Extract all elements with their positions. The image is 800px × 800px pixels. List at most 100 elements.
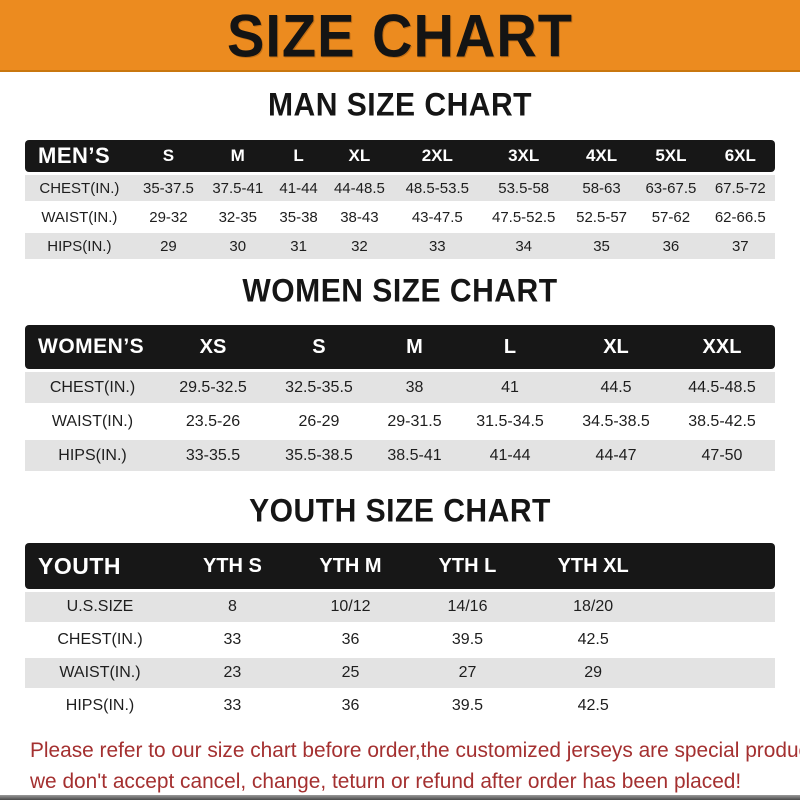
size-value: 35	[566, 233, 637, 259]
row-label: WAIST(IN.)	[25, 204, 134, 230]
size-column-header: YTH S	[175, 543, 290, 589]
size-value: 63-67.5	[636, 175, 706, 201]
size-value: 18/20	[523, 592, 663, 622]
size-value: 42.5	[523, 625, 663, 655]
size-value: 53.5-58	[480, 175, 567, 201]
size-table-grid: MEN’S S M L XL 2XL 3XL 4XL 5XL 6XL CHEST(IN.) 35-37…	[25, 137, 775, 262]
youth-size-table: YOUTH YTH S YTH M YTH L YTH XL U.S.SIZE 8 10/12…	[25, 540, 775, 724]
row-label: HIPS(IN.)	[25, 233, 134, 259]
size-value: 32.5-35.5	[265, 372, 372, 403]
table-row: CHEST(IN.) 29.5-32.5 32.5-35.5 38 41 44.5 44.5…	[25, 372, 775, 403]
table-header-row: YOUTH YTH S YTH M YTH L YTH XL	[25, 543, 775, 589]
bottom-edge-strip	[0, 795, 800, 800]
size-value: 29.5-32.5	[160, 372, 266, 403]
row-label: WAIST(IN.)	[25, 658, 175, 688]
page-title: SIZE CHART	[227, 0, 573, 70]
size-value: 23.5-26	[160, 406, 266, 437]
size-value: 39.5	[411, 625, 524, 655]
size-value: 52.5-57	[566, 204, 637, 230]
disclaimer-line-1: Please refer to our size chart before or…	[30, 738, 800, 762]
table-row: HIPS(IN.) 29 30 31 32 33 34 35 36 37	[25, 233, 775, 259]
size-value: 36	[289, 625, 412, 655]
size-value: 39.5	[411, 691, 524, 721]
size-column-header: XXL	[669, 325, 775, 369]
size-value: 23	[175, 658, 290, 688]
size-value: 48.5-53.5	[394, 175, 481, 201]
disclaimer-line-2: we don't accept cancel, change, teturn o…	[30, 769, 742, 793]
table-group-label: MEN’S	[25, 140, 134, 172]
size-column-header: 2XL	[394, 140, 481, 172]
row-label: HIPS(IN.)	[25, 691, 175, 721]
size-value: 34	[480, 233, 567, 259]
filler-cell	[662, 592, 775, 622]
table-group-label: WOMEN’S	[25, 325, 160, 369]
size-column-header: XL	[324, 140, 395, 172]
size-value: 67.5-72	[705, 175, 775, 201]
size-column-header: M	[203, 140, 273, 172]
row-label: U.S.SIZE	[25, 592, 175, 622]
size-value: 62-66.5	[705, 204, 775, 230]
size-value: 38-43	[324, 204, 395, 230]
filler-cell	[662, 543, 775, 589]
table-row: WAIST(IN.) 23.5-26 26-29 29-31.5 31.5-34.5 34…	[25, 406, 775, 437]
youth-section-heading: YOUTH SIZE CHART	[249, 492, 551, 529]
size-column-header: XL	[563, 325, 669, 369]
size-value: 41	[457, 372, 564, 403]
size-value: 36	[636, 233, 706, 259]
table-group-label: YOUTH	[25, 543, 175, 589]
table-header-row: MEN’S S M L XL 2XL 3XL 4XL 5XL 6XL	[25, 140, 775, 172]
size-value: 29-32	[133, 204, 204, 230]
size-value: 33-35.5	[160, 440, 266, 471]
size-value: 26-29	[265, 406, 372, 437]
size-value: 44.5-48.5	[669, 372, 775, 403]
size-column-header: 3XL	[480, 140, 567, 172]
orange-title-banner: SIZE CHART	[0, 0, 800, 72]
size-column-header: L	[272, 140, 325, 172]
size-value: 47.5-52.5	[480, 204, 567, 230]
table-row: WAIST(IN.) 23 25 27 29	[25, 658, 775, 688]
size-column-header: 4XL	[566, 140, 637, 172]
table-row: HIPS(IN.) 33-35.5 35.5-38.5 38.5-41 41-44 44-…	[25, 440, 775, 471]
row-label: CHEST(IN.)	[25, 175, 134, 201]
row-label: HIPS(IN.)	[25, 440, 160, 471]
size-value: 31	[272, 233, 325, 259]
size-column-header: 5XL	[636, 140, 706, 172]
size-column-header: S	[265, 325, 372, 369]
size-value: 41-44	[272, 175, 325, 201]
size-value: 8	[175, 592, 290, 622]
size-value: 25	[289, 658, 412, 688]
size-value: 10/12	[289, 592, 412, 622]
table-row: CHEST(IN.) 35-37.5 37.5-41 41-44 44-48.5 48.5…	[25, 175, 775, 201]
row-label: CHEST(IN.)	[25, 372, 160, 403]
size-value: 27	[411, 658, 524, 688]
size-value: 33	[175, 625, 290, 655]
size-value: 57-62	[636, 204, 706, 230]
women-size-table: WOMEN’S XS S M L XL XXL CHEST(IN.) 29.5-32.5 32.5…	[25, 322, 775, 474]
size-table-grid: WOMEN’S XS S M L XL XXL CHEST(IN.) 29.5-32.5 32.5…	[25, 322, 775, 474]
size-value: 44-47	[563, 440, 669, 471]
size-value: 33	[394, 233, 481, 259]
size-table-grid: YOUTH YTH S YTH M YTH L YTH XL U.S.SIZE 8 10/12…	[25, 540, 775, 724]
table-header-row: WOMEN’S XS S M L XL XXL	[25, 325, 775, 369]
filler-cell	[662, 658, 775, 688]
size-value: 29-31.5	[371, 406, 458, 437]
size-column-header: S	[133, 140, 204, 172]
size-value: 41-44	[457, 440, 564, 471]
men-section-heading: MAN SIZE CHART	[267, 86, 533, 123]
row-label: WAIST(IN.)	[25, 406, 160, 437]
size-value: 44.5	[563, 372, 669, 403]
men-size-table: MEN’S S M L XL 2XL 3XL 4XL 5XL 6XL CHEST(IN.) 35-37…	[25, 137, 775, 262]
table-row: CHEST(IN.) 33 36 39.5 42.5	[25, 625, 775, 655]
size-value: 38	[371, 372, 458, 403]
size-column-header: 6XL	[705, 140, 775, 172]
size-value: 58-63	[566, 175, 637, 201]
size-value: 35-38	[272, 204, 325, 230]
size-value: 34.5-38.5	[563, 406, 669, 437]
size-value: 32-35	[203, 204, 273, 230]
size-value: 42.5	[523, 691, 663, 721]
size-value: 44-48.5	[324, 175, 395, 201]
size-column-header: XS	[160, 325, 266, 369]
size-value: 29	[523, 658, 663, 688]
disclaimer-note: Please refer to our size chart before or…	[0, 735, 800, 797]
